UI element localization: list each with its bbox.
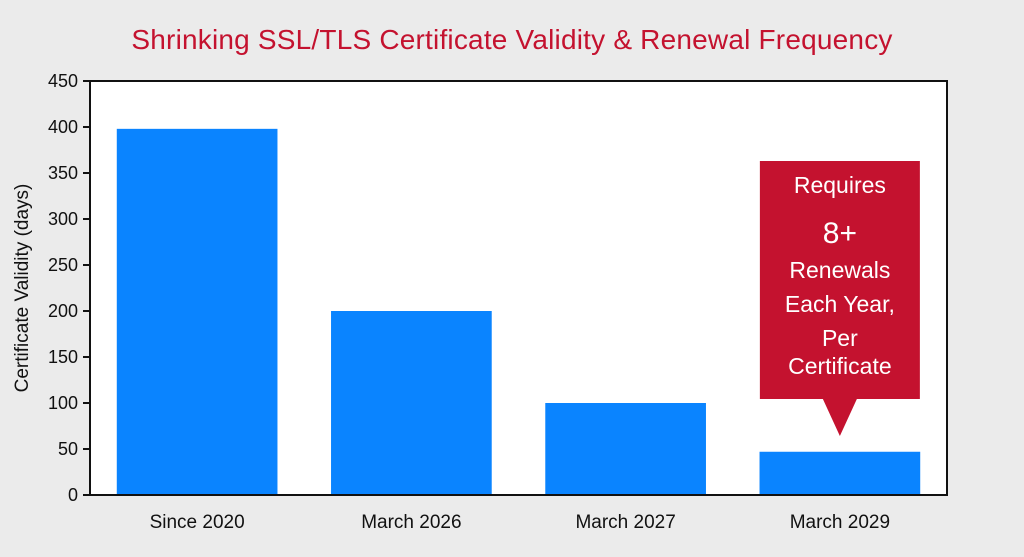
bar bbox=[545, 403, 706, 494]
chart-title: Shrinking SSL/TLS Certificate Validity &… bbox=[131, 24, 893, 55]
x-tick-label: Since 2020 bbox=[150, 512, 245, 533]
y-tick-label: 50 bbox=[58, 439, 78, 459]
y-tick-label: 150 bbox=[48, 347, 78, 367]
y-tick-label: 100 bbox=[48, 393, 78, 413]
callout-box bbox=[759, 161, 920, 436]
renewal-callout: Requires 8+ Renewals Each Year, PerCertifica… bbox=[759, 161, 920, 436]
y-tick-label: 250 bbox=[48, 255, 78, 275]
callout-text-line: Certificate bbox=[788, 353, 892, 379]
bars-group bbox=[116, 128, 921, 494]
callout-text-line: Requires bbox=[794, 172, 886, 198]
y-axis: 0 50 100 150 200 250 300 350 400 450 bbox=[48, 71, 90, 505]
x-tick-label: March 2029 bbox=[790, 512, 890, 533]
y-tick-label: 450 bbox=[48, 71, 78, 91]
y-tick-label: 300 bbox=[48, 209, 78, 229]
bar bbox=[116, 128, 278, 494]
y-tick-label: 0 bbox=[68, 485, 78, 505]
bar bbox=[759, 451, 921, 494]
callout-text-line: Renewals bbox=[789, 257, 890, 283]
callout-text-line: Per bbox=[822, 325, 858, 351]
y-tick-label: 400 bbox=[48, 117, 78, 137]
y-tick-label: 350 bbox=[48, 163, 78, 183]
x-tick-label: March 2027 bbox=[575, 512, 675, 533]
x-tick-label: March 2026 bbox=[361, 512, 461, 533]
bar bbox=[331, 311, 492, 494]
y-axis-label: Certificate Validity (days) bbox=[12, 184, 33, 393]
callout-text-line: 8+ bbox=[823, 217, 857, 250]
y-tick-label: 200 bbox=[48, 301, 78, 321]
callout-text-line: Each Year, bbox=[785, 291, 895, 317]
x-axis: Since 2020 March 2026 March 2027 March 2029 bbox=[150, 512, 890, 533]
